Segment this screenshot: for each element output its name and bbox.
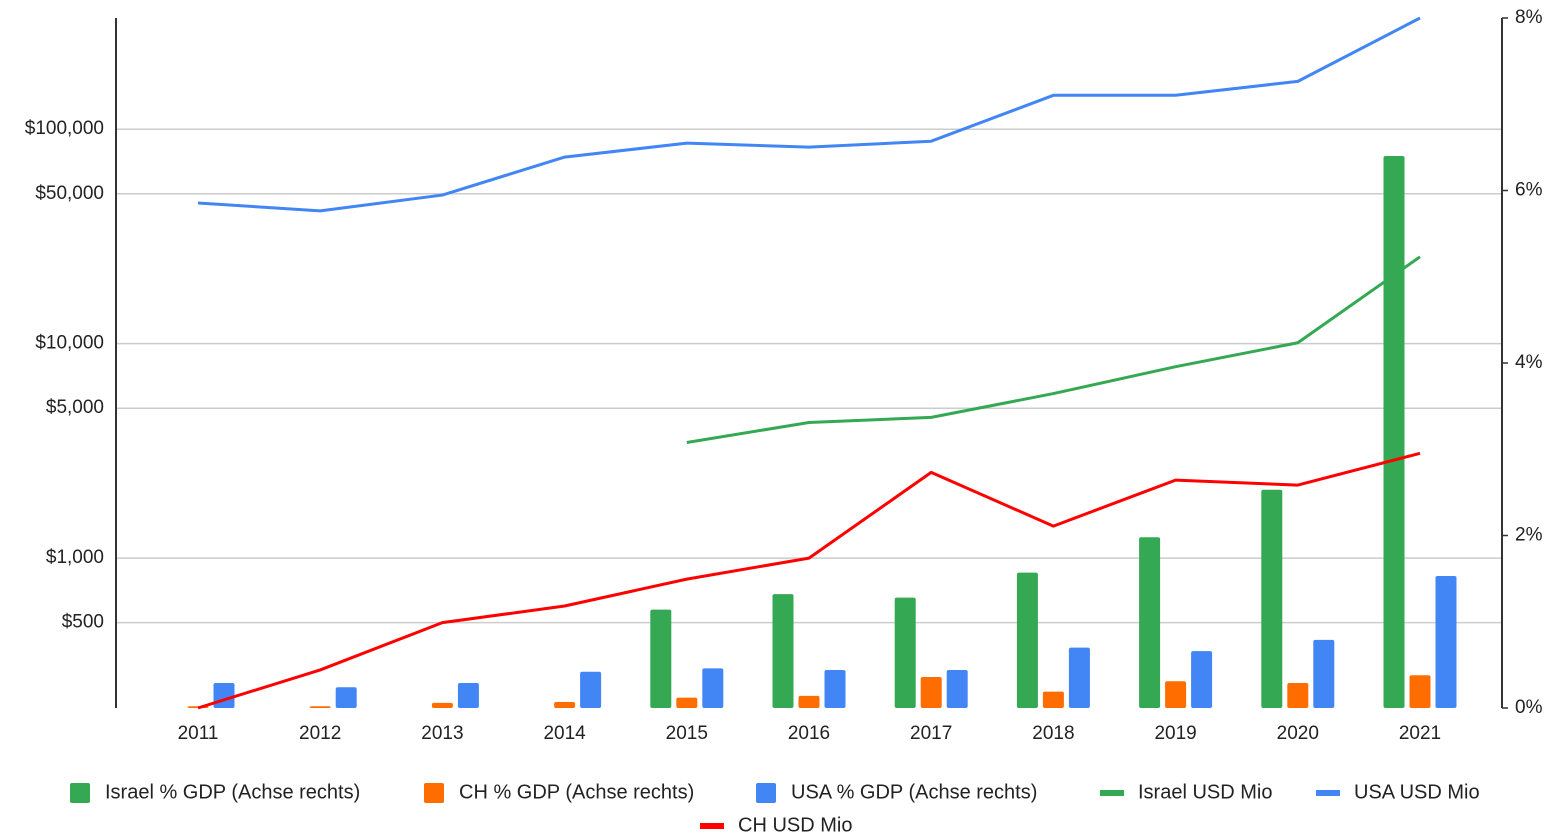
- x-tick-label: 2018: [1032, 723, 1074, 744]
- bar: [1165, 681, 1187, 708]
- y-tick-label: $1,000: [46, 547, 104, 568]
- bar: [920, 676, 942, 708]
- bar: [335, 687, 357, 708]
- bar: [676, 697, 698, 708]
- x-tick-label: 2015: [666, 723, 708, 744]
- bar: [1139, 537, 1161, 708]
- bar: [798, 695, 820, 708]
- x-tick-label: 2011: [178, 723, 219, 744]
- bar: [1016, 572, 1038, 708]
- bar: [1383, 156, 1405, 708]
- y-tick-label: $500: [62, 612, 104, 633]
- y-tick-label: $100,000: [25, 118, 104, 139]
- bar: [946, 670, 968, 708]
- legend-swatch: [424, 783, 444, 803]
- x-tick-label: 2012: [299, 723, 341, 744]
- line: [197, 16, 1421, 213]
- legend-label: USA USD Mio: [1354, 781, 1480, 803]
- bar: [457, 682, 479, 708]
- bar: [1191, 651, 1213, 708]
- line: [197, 451, 1421, 710]
- bar: [1261, 489, 1283, 708]
- y-tick-label: $5,000: [46, 397, 104, 418]
- legend-label: USA % GDP (Achse rechts): [791, 781, 1037, 803]
- bar: [1409, 675, 1431, 708]
- y2-tick-label: 2%: [1515, 525, 1543, 546]
- bar: [702, 668, 724, 708]
- bar: [309, 706, 331, 708]
- legend-swatch: [756, 783, 776, 803]
- legend-swatch: [700, 823, 724, 829]
- y2-tick-label: 8%: [1515, 7, 1543, 28]
- y2-tick-label: 0%: [1515, 697, 1543, 718]
- bar: [894, 597, 916, 708]
- bar: [554, 701, 576, 708]
- bar: [824, 670, 846, 708]
- legend-swatch: [70, 783, 90, 803]
- y2-tick-label: 6%: [1515, 180, 1543, 201]
- bar: [1042, 691, 1064, 708]
- x-tick-label: 2019: [1154, 723, 1196, 744]
- bar: [431, 702, 453, 708]
- line: [686, 255, 1421, 444]
- y2-tick-label: 4%: [1515, 352, 1543, 373]
- bar: [772, 594, 794, 708]
- bar: [1068, 647, 1090, 708]
- bar: [580, 671, 602, 708]
- x-tick-label: 2014: [543, 723, 586, 744]
- x-tick-label: 2013: [421, 723, 463, 744]
- x-tick-label: 2020: [1277, 723, 1319, 744]
- bar: [1313, 639, 1335, 708]
- x-tick-label: 2021: [1399, 723, 1441, 744]
- bar: [650, 609, 672, 708]
- legend-swatch: [1100, 790, 1124, 796]
- bar: [1435, 576, 1457, 708]
- y-tick-label: $10,000: [35, 333, 104, 354]
- bar: [1287, 682, 1309, 708]
- legend-swatch: [1316, 790, 1340, 796]
- x-tick-label: 2017: [910, 723, 952, 744]
- legend-label: Israel % GDP (Achse rechts): [105, 781, 360, 803]
- y-tick-label: $50,000: [35, 183, 104, 204]
- legend-label: CH % GDP (Achse rechts): [459, 781, 694, 803]
- bar: [213, 682, 235, 708]
- legend-label: Israel USD Mio: [1138, 781, 1272, 803]
- legend-label: CH USD Mio: [738, 814, 852, 836]
- x-tick-label: 2016: [788, 723, 830, 744]
